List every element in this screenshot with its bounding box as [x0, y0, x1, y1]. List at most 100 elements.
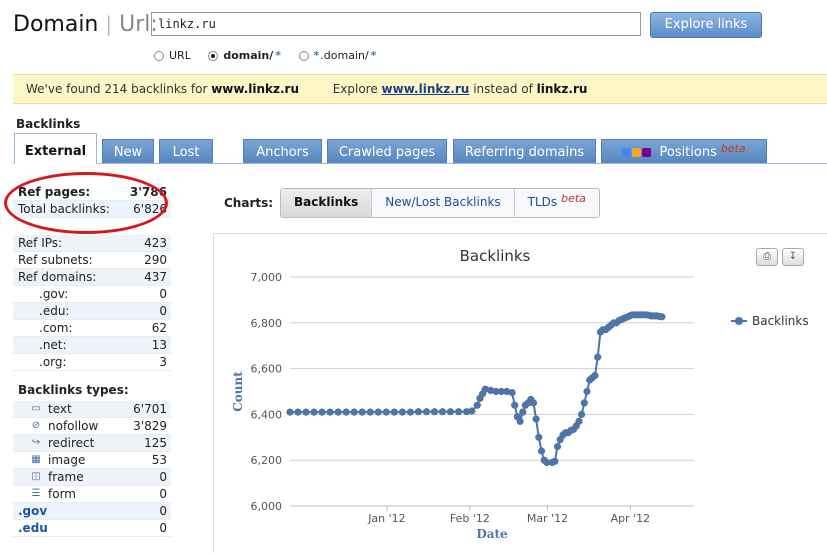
- tld-value: 0: [159, 504, 167, 518]
- stat-value: 437: [144, 270, 167, 284]
- stat-label: .org:: [39, 355, 67, 369]
- scope-label: .domain/: [320, 49, 369, 62]
- chart-tabs: Backlinks New/Lost Backlinks TLDs beta: [280, 188, 600, 218]
- site-logo: Domain | Url:: [13, 12, 158, 37]
- stat-value: 62: [151, 321, 167, 335]
- data-point: [532, 415, 540, 423]
- beta-badge: beta: [720, 142, 746, 155]
- scope-radio-subdomain[interactable]: * .domain/ *: [298, 49, 377, 62]
- type-rows: ▭ text 6'701 ⊘ nofollow 3'829 ↪ redirect 125 ▦ ima…: [13, 401, 171, 503]
- data-point: [294, 408, 302, 416]
- search-input[interactable]: linkz.ru: [151, 12, 641, 36]
- tab-new[interactable]: New: [102, 139, 154, 163]
- stat-row: Ref domains: 437: [13, 269, 171, 286]
- data-point: [414, 408, 422, 416]
- data-point: [492, 387, 500, 396]
- bing-icon: [632, 148, 642, 157]
- tab-lost[interactable]: Lost: [159, 139, 213, 163]
- stat-label: .edu:: [39, 304, 70, 318]
- notice-target-domain: linkz.ru: [536, 82, 588, 96]
- tab-anchors[interactable]: Anchors: [243, 139, 322, 163]
- tld-row[interactable]: .edu 0: [13, 520, 171, 537]
- data-point: [583, 387, 591, 396]
- y-tick-label: 6,400: [251, 408, 283, 421]
- stat-value: 0: [159, 304, 167, 318]
- google-icon: [622, 148, 632, 157]
- data-point: [446, 408, 455, 416]
- scope-radio-url[interactable]: URL: [154, 49, 191, 62]
- tld-link[interactable]: .edu: [18, 521, 48, 535]
- chart-tab-backlinks[interactable]: Backlinks: [281, 189, 373, 217]
- y-tick-label: 6,600: [251, 363, 283, 376]
- text-icon: ▭: [31, 403, 41, 414]
- scope-label: domain/: [223, 49, 274, 62]
- radio-dot: [154, 50, 164, 61]
- type-label: form: [48, 487, 76, 501]
- wildcard-star: *: [370, 49, 377, 62]
- stat-rows: Ref IPs: 423 Ref subnets: 290 Ref domains: 43…: [13, 235, 171, 371]
- download-icon[interactable]: ↧: [782, 248, 804, 266]
- data-point: [422, 408, 431, 416]
- frame-icon: ◫: [31, 471, 41, 482]
- data-point: [302, 408, 310, 416]
- type-row: ▦ image 53: [13, 452, 171, 469]
- stat-value: 13: [151, 338, 167, 352]
- backlinks-chart: Backlinks 6,000 6,200 6,400 6,600 6,800 7,000 J…: [231, 247, 809, 541]
- print-icon[interactable]: ⎙: [756, 248, 778, 266]
- chart-tab-tlds[interactable]: TLDs beta: [514, 189, 599, 217]
- data-point: [543, 458, 551, 467]
- data-point: [516, 417, 524, 425]
- x-tick-label: Jan '12: [367, 512, 405, 525]
- y-tick-label: 6,000: [251, 500, 283, 513]
- data-point: [497, 387, 505, 396]
- backlinks-types-title: Backlinks types:: [18, 383, 129, 397]
- data-point: [553, 442, 562, 451]
- stat-row: .edu: 0: [13, 303, 171, 320]
- stat-label: Ref subnets:: [18, 253, 93, 267]
- scope-radio-domain[interactable]: domain/ *: [208, 49, 281, 62]
- stat-row: Ref subnets: 290: [13, 252, 171, 269]
- tab-crawled-pages[interactable]: Crawled pages: [327, 139, 447, 163]
- tld-row[interactable]: .gov 0: [13, 503, 171, 520]
- logo-domain: Domain: [13, 12, 99, 37]
- data-point: [537, 447, 546, 455]
- legend-marker: [735, 317, 743, 325]
- data-point: [578, 410, 586, 418]
- type-label-wrap: ◫ frame: [18, 469, 84, 485]
- data-point: [529, 399, 538, 407]
- chart-container: ⎙ ↧ Backlinks 6,000 6,200 6,400 6,600 6,800 7,…: [213, 233, 827, 553]
- stat-label: .net:: [39, 338, 67, 352]
- explore-links-button[interactable]: Explore links: [650, 12, 762, 38]
- charts-label: Charts:: [224, 196, 274, 210]
- data-point: [503, 387, 511, 396]
- data-point: [318, 408, 326, 416]
- tld-link-rows: .gov 0 .edu 0: [13, 503, 171, 537]
- stats-panel: Ref pages: 3'786 Total backlinks: 6'826 …: [13, 184, 171, 537]
- chart-tab-tlds-label: TLDs: [527, 195, 558, 209]
- x-tick-label: Feb '12: [450, 512, 490, 525]
- tab-external[interactable]: External: [14, 133, 97, 164]
- tab-positions[interactable]: Positions beta: [601, 139, 767, 163]
- data-point: [366, 408, 374, 416]
- tld-value: 0: [159, 521, 167, 535]
- x-axis-label: Date: [476, 527, 508, 541]
- chart-tab-new-lost[interactable]: New/Lost Backlinks: [372, 189, 515, 217]
- type-label-wrap: ▦ image: [18, 452, 85, 468]
- stat-label: Ref IPs:: [18, 236, 63, 250]
- x-tick-label: Apr '12: [611, 512, 651, 525]
- tab-referring-domains[interactable]: Referring domains: [453, 139, 596, 163]
- type-label-wrap: ☰ form: [18, 486, 76, 502]
- notice-instead-text: instead of: [473, 82, 533, 96]
- nofollow-icon: ⊘: [31, 420, 41, 431]
- beta-badge: beta: [561, 192, 586, 205]
- type-label: frame: [48, 470, 84, 484]
- form-icon: ☰: [31, 488, 41, 499]
- section-title: Backlinks: [16, 117, 81, 131]
- x-tick-label: Mar '12: [527, 512, 568, 525]
- tld-link[interactable]: .gov: [18, 504, 48, 518]
- chart-title: Backlinks: [460, 247, 531, 265]
- y-tick-label: 6,200: [251, 454, 283, 467]
- notice-explore-link[interactable]: www.linkz.ru: [381, 82, 470, 96]
- logo-separator: |: [105, 12, 113, 36]
- data-point: [438, 408, 447, 416]
